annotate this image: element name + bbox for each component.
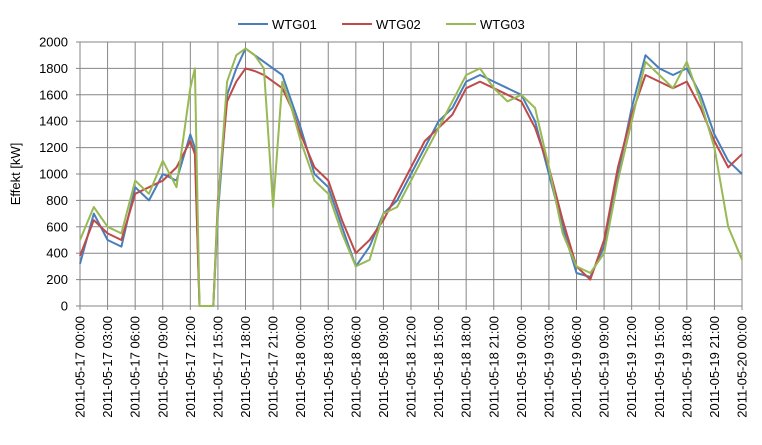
x-tick-label: 2011-05-19 06:00 bbox=[569, 316, 584, 418]
x-tick-label: 2011-05-17 18:00 bbox=[238, 316, 253, 418]
x-tick-label: 2011-05-19 21:00 bbox=[707, 316, 722, 418]
series-layer bbox=[79, 47, 743, 307]
y-tick-label: 400 bbox=[46, 246, 68, 261]
x-tick-label: 2011-05-20 00:00 bbox=[735, 316, 750, 418]
y-tick-label: 800 bbox=[46, 193, 68, 208]
x-tick-label: 2011-05-18 21:00 bbox=[486, 316, 501, 418]
y-tick-label: 200 bbox=[46, 272, 68, 287]
legend-label-wtg01: WTG01 bbox=[272, 17, 317, 32]
y-tick-label: 1400 bbox=[39, 114, 68, 129]
x-tick-label: 2011-05-17 21:00 bbox=[266, 316, 281, 418]
legend: WTG01 WTG02 WTG03 bbox=[238, 17, 525, 32]
x-tick-label: 2011-05-19 00:00 bbox=[514, 316, 529, 418]
y-tick-label: 2000 bbox=[39, 35, 68, 50]
y-axis-ticks: 0 200 400 600 800 1000 1200 1400 1600 1800 2000 bbox=[39, 35, 80, 314]
legend-label-wtg03: WTG03 bbox=[480, 17, 525, 32]
y-tick-label: 1800 bbox=[39, 61, 68, 76]
y-tick-label: 1000 bbox=[39, 167, 68, 182]
x-tick-label: 2011-05-18 09:00 bbox=[376, 316, 391, 418]
y-tick-label: 1200 bbox=[39, 140, 68, 155]
x-tick-label: 2011-05-19 03:00 bbox=[541, 316, 556, 418]
x-tick-label: 2011-05-17 15:00 bbox=[210, 316, 225, 418]
y-tick-label: 600 bbox=[46, 219, 68, 234]
x-tick-label: 2011-05-17 06:00 bbox=[128, 316, 143, 418]
y-axis-title: Effekt [kW] bbox=[8, 143, 23, 206]
series-line-wtg02 bbox=[79, 67, 743, 307]
y-tick-label: 1600 bbox=[39, 87, 68, 102]
x-axis-ticks: 2011-05-17 00:00 2011-05-17 03:00 2011-05-… bbox=[73, 306, 750, 418]
legend-label-wtg02: WTG02 bbox=[376, 17, 421, 32]
x-tick-label: 2011-05-18 06:00 bbox=[348, 316, 363, 418]
x-tick-label: 2011-05-19 15:00 bbox=[652, 316, 667, 418]
x-tick-label: 2011-05-17 00:00 bbox=[73, 316, 88, 418]
y-tick-label: 0 bbox=[61, 299, 68, 314]
x-tick-label: 2011-05-17 03:00 bbox=[100, 316, 115, 418]
x-tick-label: 2011-05-19 12:00 bbox=[624, 316, 639, 418]
x-tick-label: 2011-05-18 12:00 bbox=[404, 316, 419, 418]
x-tick-label: 2011-05-18 15:00 bbox=[431, 316, 446, 418]
x-tick-label: 2011-05-18 00:00 bbox=[293, 316, 308, 418]
x-tick-label: 2011-05-17 12:00 bbox=[183, 316, 198, 418]
x-tick-label: 2011-05-17 09:00 bbox=[155, 316, 170, 418]
x-tick-label: 2011-05-18 18:00 bbox=[459, 316, 474, 418]
x-tick-label: 2011-05-18 03:00 bbox=[321, 316, 336, 418]
series-line-wtg03 bbox=[79, 47, 743, 307]
x-tick-label: 2011-05-19 09:00 bbox=[597, 316, 612, 418]
x-tick-label: 2011-05-19 18:00 bbox=[679, 316, 694, 418]
